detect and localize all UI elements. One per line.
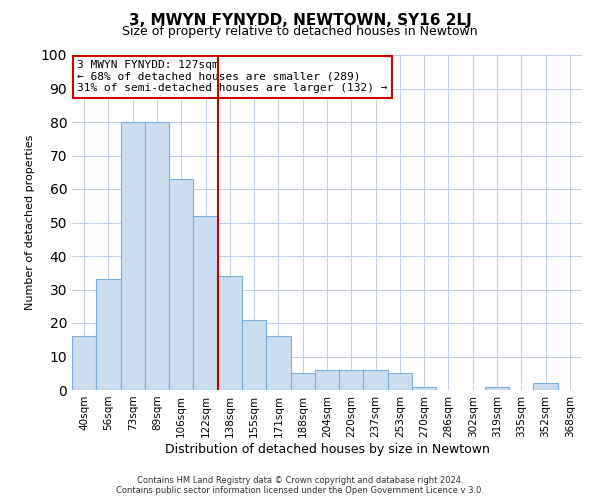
Bar: [364, 370, 388, 390]
Bar: [485, 386, 509, 390]
Bar: [72, 336, 96, 390]
Bar: [218, 276, 242, 390]
Text: 3 MWYN FYNYDD: 127sqm
← 68% of detached houses are smaller (289)
31% of semi-det: 3 MWYN FYNYDD: 127sqm ← 68% of detached …: [77, 60, 388, 93]
X-axis label: Distribution of detached houses by size in Newtown: Distribution of detached houses by size …: [164, 442, 490, 456]
Text: 3, MWYN FYNYDD, NEWTOWN, SY16 2LJ: 3, MWYN FYNYDD, NEWTOWN, SY16 2LJ: [128, 12, 472, 28]
Bar: [242, 320, 266, 390]
Y-axis label: Number of detached properties: Number of detached properties: [25, 135, 35, 310]
Bar: [169, 179, 193, 390]
Bar: [193, 216, 218, 390]
Bar: [266, 336, 290, 390]
Bar: [290, 373, 315, 390]
Bar: [121, 122, 145, 390]
Text: Contains HM Land Registry data © Crown copyright and database right 2024.
Contai: Contains HM Land Registry data © Crown c…: [116, 476, 484, 495]
Bar: [315, 370, 339, 390]
Bar: [339, 370, 364, 390]
Bar: [96, 280, 121, 390]
Bar: [412, 386, 436, 390]
Bar: [145, 122, 169, 390]
Text: Size of property relative to detached houses in Newtown: Size of property relative to detached ho…: [122, 25, 478, 38]
Bar: [388, 373, 412, 390]
Bar: [533, 384, 558, 390]
